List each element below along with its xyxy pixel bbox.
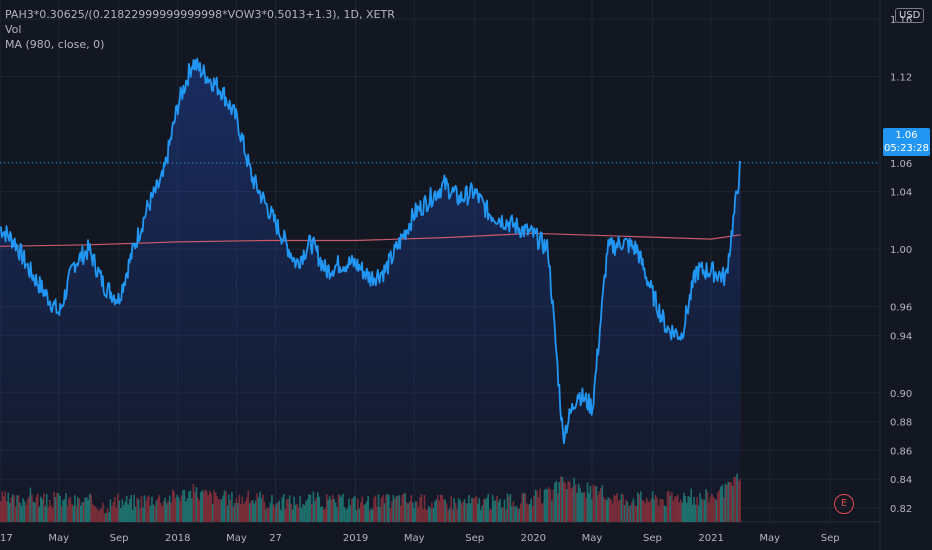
time-tick-label: May <box>48 533 69 544</box>
last-price-tag: 1.06 05:23:28 <box>883 128 930 156</box>
time-tick-label: May <box>226 533 247 544</box>
time-tick-label: 2018 <box>165 533 190 544</box>
price-axis[interactable]: 1.16 1.12 1.06 1.04 1.00 0.96 0.94 0.90 0.88 0.86… <box>890 15 912 515</box>
ma-indicator-label[interactable]: MA (980, close, 0) <box>5 38 105 51</box>
currency-badge[interactable]: USD <box>895 8 925 23</box>
symbol-title[interactable]: PAH3*0.30625/(0.21822999999999998*VOW3*0… <box>5 8 395 21</box>
bar-countdown: 05:23:28 <box>884 143 929 154</box>
earnings-marker-icon[interactable]: E <box>834 494 854 514</box>
time-tick-label: May <box>404 533 425 544</box>
price-tick-label: 0.96 <box>890 303 912 314</box>
price-tick-label: 0.90 <box>890 389 912 400</box>
time-tick-label: May <box>759 533 780 544</box>
price-tick-label: 0.94 <box>890 331 912 342</box>
chart-legend: PAH3*0.30625/(0.21822999999999998*VOW3*0… <box>5 7 395 52</box>
time-tick-label: 2021 <box>698 533 723 544</box>
price-area-fill <box>0 58 741 522</box>
time-tick-label: Sep <box>643 533 662 544</box>
price-tick-label: 1.00 <box>890 245 912 256</box>
price-tick-label: 1.12 <box>890 73 912 84</box>
price-line <box>0 57 742 445</box>
price-tick-label: 1.16 <box>890 15 912 26</box>
time-tick-label: 2017 <box>0 533 13 544</box>
time-tick-label: May <box>582 533 603 544</box>
price-tick-label: 0.82 <box>890 504 912 515</box>
price-tick-label: 1.06 <box>890 159 912 170</box>
time-axis[interactable]: 2017 May Sep 2018 May 27 2019 May Sep 2020 May Sep 2… <box>0 533 840 544</box>
time-tick-label: 2020 <box>521 533 546 544</box>
time-tick-label: Sep <box>465 533 484 544</box>
time-tick-label: 2019 <box>343 533 368 544</box>
time-tick-label: Sep <box>110 533 129 544</box>
price-tick-label: 1.04 <box>890 188 912 199</box>
last-price-value: 1.06 <box>895 130 918 141</box>
price-tick-label: 0.84 <box>890 475 912 486</box>
price-tick-label: 0.88 <box>890 418 912 429</box>
price-tick-label: 0.86 <box>890 446 912 457</box>
volume-indicator-label[interactable]: Vol <box>5 23 22 36</box>
time-tick-label: Sep <box>821 533 840 544</box>
time-tick-label: 27 <box>269 533 282 544</box>
